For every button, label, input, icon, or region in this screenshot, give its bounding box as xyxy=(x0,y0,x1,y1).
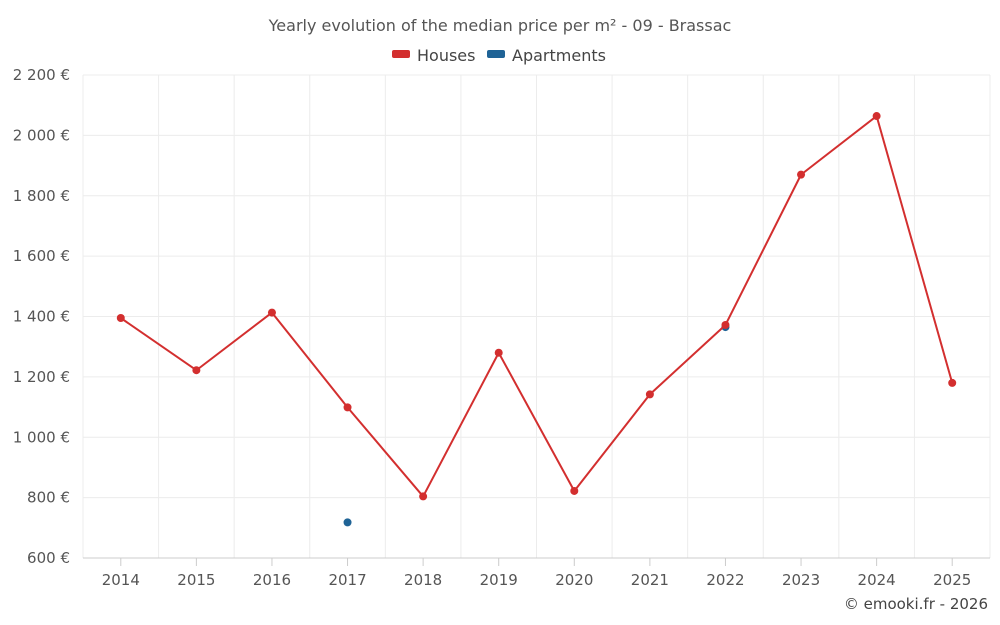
x-tick-label: 2024 xyxy=(858,571,896,589)
legend-item-apartments[interactable]: Apartments xyxy=(487,46,606,65)
x-tick-label: 2014 xyxy=(102,571,140,589)
legend-swatch xyxy=(392,50,410,58)
data-point-houses-2020[interactable] xyxy=(570,486,579,495)
y-tick-label: 2 000 € xyxy=(13,126,70,144)
data-point-houses-2023[interactable] xyxy=(797,170,806,179)
data-point-houses-2015[interactable] xyxy=(192,366,201,375)
data-point-houses-2014[interactable] xyxy=(116,314,125,323)
x-tick-label: 2016 xyxy=(253,571,291,589)
y-tick-label: 600 € xyxy=(27,549,70,567)
chart-title: Yearly evolution of the median price per… xyxy=(268,16,732,35)
legend-swatch xyxy=(487,50,505,58)
y-tick-label: 2 200 € xyxy=(13,66,70,84)
legend[interactable]: Houses Apartments xyxy=(392,46,606,65)
x-tick-label: 2017 xyxy=(328,571,366,589)
series-line xyxy=(120,115,954,498)
x-axis: 2014 2015 2016 2017 2018 2019 2020 2021 2022 2023… xyxy=(102,558,971,589)
data-point-houses-2025[interactable] xyxy=(948,378,957,387)
data-point-houses-2024[interactable] xyxy=(872,112,881,121)
series xyxy=(116,112,957,527)
y-tick-label: 1 400 € xyxy=(13,308,70,326)
legend-item-houses[interactable]: Houses xyxy=(392,46,475,65)
x-tick-label: 2019 xyxy=(480,571,518,589)
data-point-houses-2019[interactable] xyxy=(494,348,503,357)
y-tick-label: 1 800 € xyxy=(13,187,70,205)
data-point-houses-2017[interactable] xyxy=(343,403,352,412)
series-houses xyxy=(116,112,957,501)
x-tick-label: 2025 xyxy=(933,571,971,589)
y-tick-label: 1 000 € xyxy=(13,428,70,446)
x-tick-label: 2020 xyxy=(555,571,593,589)
x-tick-label: 2018 xyxy=(404,571,442,589)
data-point-houses-2022[interactable] xyxy=(721,320,730,329)
x-tick-label: 2022 xyxy=(706,571,744,589)
data-point-houses-2018[interactable] xyxy=(419,492,428,501)
legend-label: Apartments xyxy=(512,46,606,65)
grid xyxy=(82,74,991,559)
y-tick-label: 1 200 € xyxy=(13,368,70,386)
x-tick-label: 2015 xyxy=(177,571,215,589)
y-tick-label: 800 € xyxy=(27,489,70,507)
x-tick-label: 2021 xyxy=(631,571,669,589)
y-axis: 600 € 800 € 1 000 € 1 200 € 1 400 € 1 600 € 1 … xyxy=(13,66,70,567)
data-point-houses-2021[interactable] xyxy=(645,390,654,399)
credit-text: © emooki.fr - 2026 xyxy=(844,595,988,613)
legend-label: Houses xyxy=(417,46,475,65)
x-tick-label: 2023 xyxy=(782,571,820,589)
y-tick-label: 1 600 € xyxy=(13,247,70,265)
data-point-houses-2016[interactable] xyxy=(267,308,276,317)
data-point-apartments-2017[interactable] xyxy=(343,518,352,527)
